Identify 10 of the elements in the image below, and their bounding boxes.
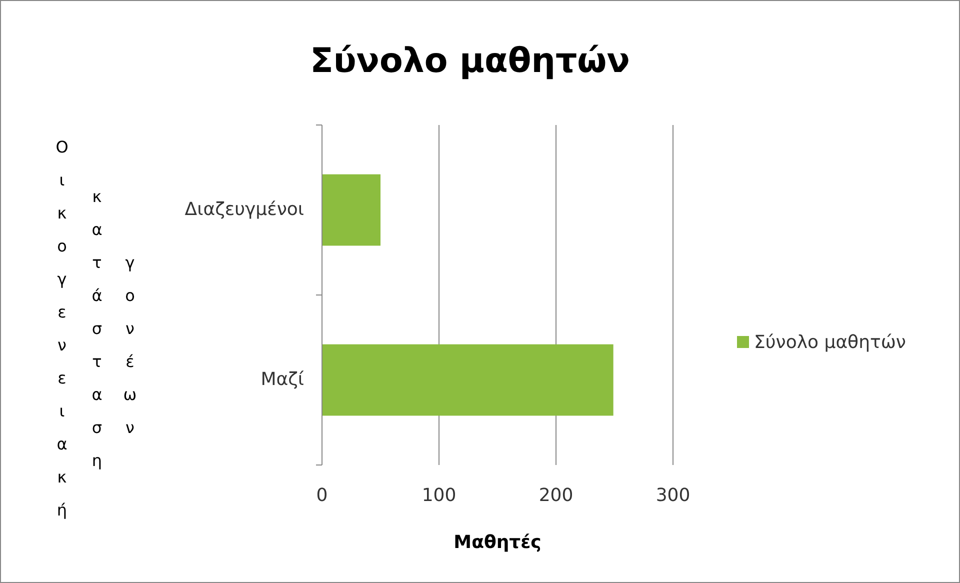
x-tick-label: 100	[422, 485, 456, 506]
y-tick-label: Διαζευγμένοι	[184, 198, 304, 220]
x-tick-label: 200	[538, 485, 574, 506]
y-axis-title: Οικογενειακή κατάσταση γονέων	[52, 138, 140, 566]
y-tick-label: Μαζί	[260, 368, 304, 390]
chart-title: Σύνολο μαθητών	[310, 41, 630, 81]
x-tick-label: 300	[656, 485, 690, 506]
legend-label: Σύνολο μαθητών	[754, 332, 906, 353]
x-tick-label: 0	[316, 485, 328, 506]
x-axis-title: Μαθητές	[454, 532, 542, 553]
